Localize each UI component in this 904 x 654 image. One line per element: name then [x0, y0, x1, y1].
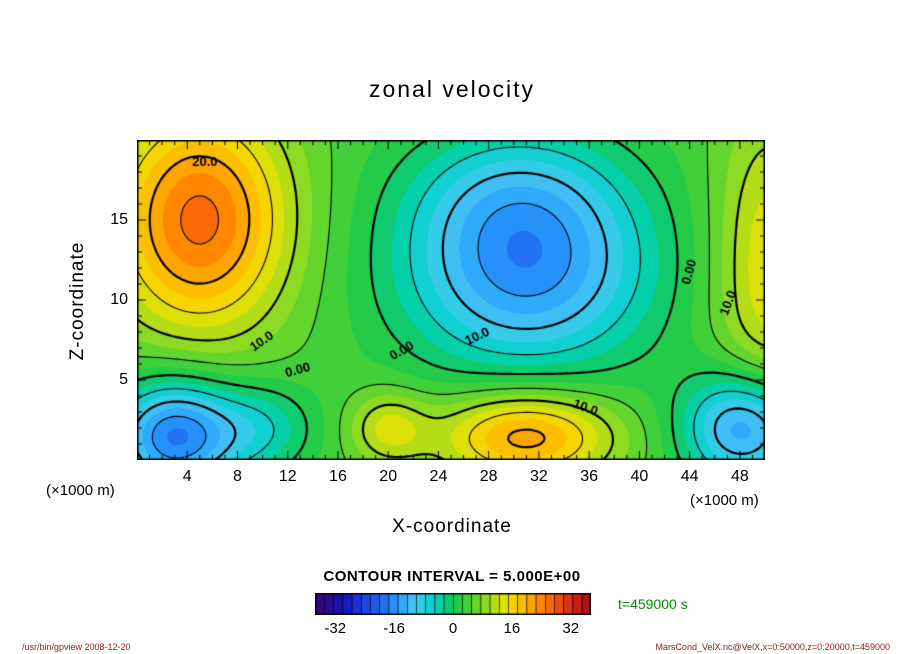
x-tick-label: 32 [530, 468, 548, 485]
contour-plot-canvas [137, 140, 765, 460]
x-tick-label: 24 [429, 468, 448, 485]
y-tick-label: 10 [110, 291, 128, 308]
y-axis-unit: (×1000 m) [46, 482, 115, 499]
time-label: t=459000 s [618, 596, 688, 612]
x-axis-unit: (×1000 m) [690, 492, 759, 509]
contour-interval-label: CONTOUR INTERVAL = 5.000E+00 [323, 568, 581, 585]
chart-title: zonal velocity [368, 76, 536, 102]
footer-source: MarsCond_VelX.nc@VelX,x=0:50000,z=0:2000… [655, 642, 890, 652]
colorbar-tick-label: 16 [503, 620, 521, 637]
colorbar-tick-label: 0 [448, 620, 458, 637]
x-axis-label: X-coordinate [392, 516, 512, 537]
colorbar [315, 593, 591, 615]
x-tick-label: 20 [379, 468, 398, 485]
y-tick-label: 15 [110, 211, 128, 228]
footer-command: /usr/bin/gpview 2008-12-20 [22, 642, 131, 652]
colorbar-tick-label: -32 [324, 620, 347, 637]
x-tick-label: 44 [680, 468, 699, 485]
x-tick-label: 8 [233, 468, 242, 485]
y-axis-label: Z-coordinate [67, 241, 88, 361]
x-tick-label: 12 [278, 468, 297, 485]
x-tick-label: 4 [182, 468, 192, 485]
x-tick-label: 40 [630, 468, 649, 485]
x-tick-label: 28 [479, 468, 498, 485]
colorbar-tick-label: -16 [383, 620, 405, 637]
x-tick-label: 36 [580, 468, 599, 485]
x-tick-label: 16 [329, 468, 347, 485]
y-tick-label: 5 [119, 371, 128, 388]
x-tick-label: 48 [730, 468, 749, 485]
colorbar-tick-label: 32 [562, 620, 580, 637]
